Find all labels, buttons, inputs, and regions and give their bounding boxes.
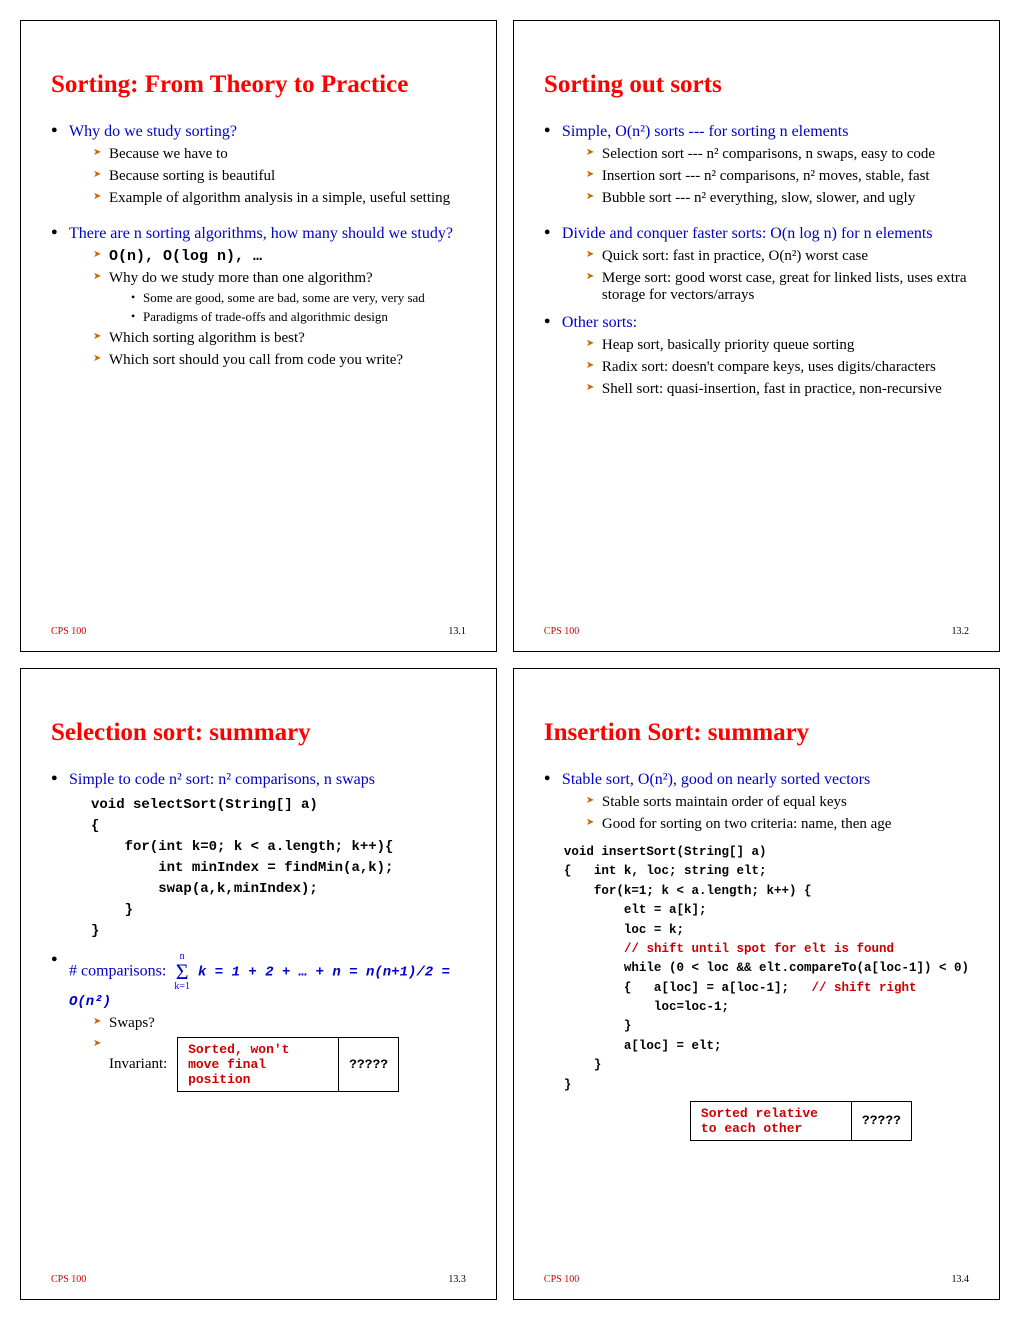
bullet-l2: Shell sort: quasi-insertion, fast in pra… — [586, 381, 969, 398]
bullet-l2: Quick sort: fast in practice, O(n²) wors… — [586, 248, 969, 265]
bullet-l2: Because we have to — [93, 146, 466, 163]
bullet-l1: Other sorts: Heap sort, basically priori… — [544, 314, 969, 398]
bullet-l2: Selection sort --- n² comparisons, n swa… — [586, 146, 969, 163]
course-label: CPS 100 — [544, 1274, 579, 1285]
course-label: CPS 100 — [544, 626, 579, 637]
bullet-l1: Stable sort, O(n²), good on nearly sorte… — [544, 771, 969, 833]
slide-1: Sorting: From Theory to Practice Why do … — [20, 20, 497, 652]
slide-4: Insertion Sort: summary Stable sort, O(n… — [513, 668, 1000, 1300]
bullet-l2: Radix sort: doesn't compare keys, uses d… — [586, 359, 969, 376]
slide-number: 13.3 — [448, 1274, 466, 1285]
slide-footer: CPS 100 13.2 — [544, 626, 969, 637]
bullet-l2: Bubble sort --- n² everything, slow, slo… — [586, 190, 969, 207]
bullet-l1: Simple, O(n²) sorts --- for sorting n el… — [544, 123, 969, 207]
bullet-l2: Heap sort, basically priority queue sort… — [586, 337, 969, 354]
bullet-l2: Which sort should you call from code you… — [93, 352, 466, 369]
bullet-l2: Insertion sort --- n² comparisons, n² mo… — [586, 168, 969, 185]
bullet-l2: Example of algorithm analysis in a simpl… — [93, 190, 466, 207]
slide-title: Insertion Sort: summary — [544, 719, 969, 747]
bullet-l2: Good for sorting on two criteria: name, … — [586, 816, 969, 833]
code-block: void insertSort(String[] a) { int k, loc… — [564, 843, 969, 1095]
bullet-l1: Why do we study sorting? Because we have… — [51, 123, 466, 207]
sigma: n Σ k=1 — [174, 952, 190, 992]
slide-title: Selection sort: summary — [51, 719, 466, 747]
slide-number: 13.4 — [952, 1274, 970, 1285]
bullet-l2: Stable sorts maintain order of equal key… — [586, 794, 969, 811]
course-label: CPS 100 — [51, 1274, 86, 1285]
slide-number: 13.2 — [952, 626, 970, 637]
bullet-l2: Swaps? — [93, 1015, 466, 1032]
bullet-l2: Why do we study more than one algorithm?… — [93, 270, 466, 325]
bullet-l1: Simple to code n² sort: n² comparisons, … — [51, 771, 466, 789]
slide-footer: CPS 100 13.3 — [51, 1274, 466, 1285]
bullet-l3: Paradigms of trade-offs and algorithmic … — [131, 309, 466, 325]
bullet-l1: There are n sorting algorithms, how many… — [51, 225, 466, 369]
bullet-l2: Invariant: Sorted, won't move final posi… — [93, 1037, 466, 1092]
course-label: CPS 100 — [51, 626, 86, 637]
bullet-l3: Some are good, some are bad, some are ve… — [131, 290, 466, 306]
invariant-box: Sorted, won't move final position ????? — [177, 1037, 399, 1092]
slide-title: Sorting out sorts — [544, 71, 969, 99]
code-block: void selectSort(String[] a) { for(int k=… — [91, 795, 466, 942]
slide-number: 13.1 — [448, 626, 466, 637]
bullet-l1: Divide and conquer faster sorts: O(n log… — [544, 225, 969, 304]
bullet-l2: O(n), O(log n), … — [93, 248, 466, 265]
invariant-box: Sorted relative to each other ????? — [690, 1101, 912, 1141]
bullet-l2: Which sorting algorithm is best? — [93, 330, 466, 347]
slide-footer: CPS 100 13.4 — [544, 1274, 969, 1285]
slide-3: Selection sort: summary Simple to code n… — [20, 668, 497, 1300]
bullet-l2: Merge sort: good worst case, great for l… — [586, 270, 969, 304]
slide-grid: Sorting: From Theory to Practice Why do … — [20, 20, 1000, 1300]
bullet-l2: Because sorting is beautiful — [93, 168, 466, 185]
slide-2: Sorting out sorts Simple, O(n²) sorts --… — [513, 20, 1000, 652]
slide-footer: CPS 100 13.1 — [51, 626, 466, 637]
bullet-l1: # comparisons: n Σ k=1 k = 1 + 2 + … + n… — [51, 952, 466, 1092]
slide-title: Sorting: From Theory to Practice — [51, 71, 466, 99]
